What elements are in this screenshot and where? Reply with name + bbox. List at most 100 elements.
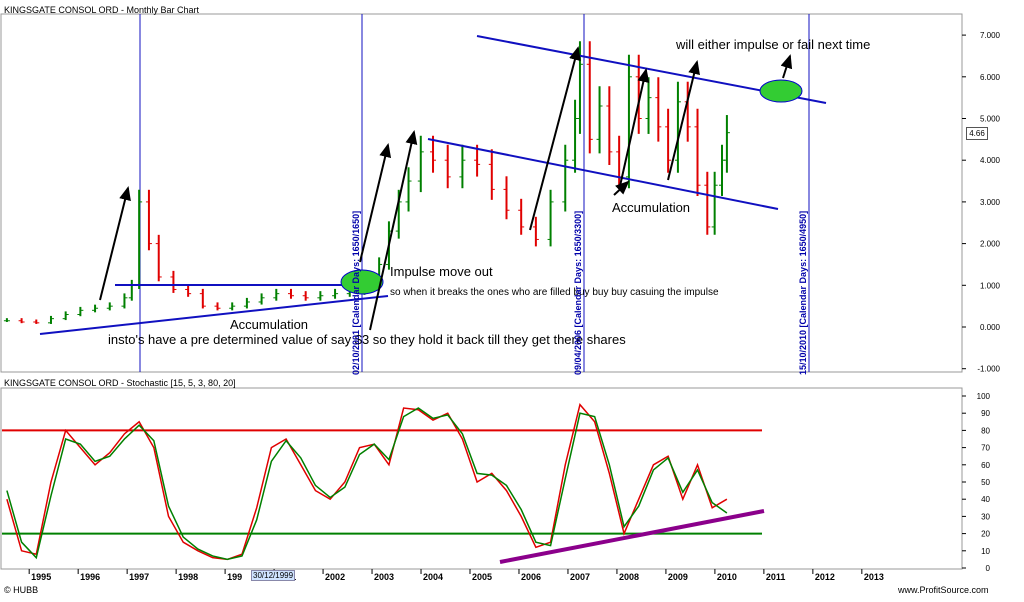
price-bar bbox=[18, 318, 25, 324]
price-y-tick-label: 0.000 bbox=[980, 323, 1001, 332]
price-y-tick-label: 4.000 bbox=[980, 156, 1001, 165]
price-bar bbox=[62, 311, 69, 321]
x-axis-year-label: 2004 bbox=[423, 572, 443, 582]
x-axis-year-label: 2010 bbox=[717, 572, 737, 582]
price-y-tick-label: 2.000 bbox=[980, 240, 1001, 249]
price-y-tick-label: 1.000 bbox=[980, 281, 1001, 290]
price-bar bbox=[332, 288, 339, 299]
x-axis-year-label: 2013 bbox=[864, 572, 884, 582]
annotation-arrow bbox=[529, 46, 581, 231]
price-bar bbox=[243, 297, 250, 309]
price-bar bbox=[674, 81, 681, 173]
price-y-tick-label: 6.000 bbox=[980, 73, 1001, 82]
price-bar bbox=[199, 288, 206, 309]
price-bar bbox=[665, 108, 672, 173]
price-bar bbox=[317, 291, 324, 301]
price-bar bbox=[503, 176, 510, 220]
price-bar bbox=[694, 108, 701, 196]
price-bar bbox=[214, 302, 221, 311]
x-axis-year-label: 2008 bbox=[619, 572, 639, 582]
x-axis-year-label: 2003 bbox=[374, 572, 394, 582]
price-bar bbox=[155, 234, 162, 282]
accumulation-left-annotation: Accumulation bbox=[230, 317, 309, 332]
price-bar bbox=[128, 279, 135, 301]
price-bar bbox=[145, 189, 152, 251]
price-y-tick-label: 5.000 bbox=[980, 115, 1001, 124]
price-bar bbox=[711, 171, 718, 235]
stoch-fast-line bbox=[6, 402, 728, 561]
annotation-arrow bbox=[99, 186, 131, 301]
date-tooltip: 30/12/1999 bbox=[251, 570, 296, 581]
stoch-y-tick-label: 90 bbox=[981, 409, 990, 418]
stoch-support-line bbox=[499, 509, 765, 564]
price-y-tick-label: -1.000 bbox=[977, 365, 1000, 374]
stoch-y-tick-label: 50 bbox=[981, 478, 990, 487]
calendar-label-2010: 15/10/2010 [Calendar Days: 1650/4950] bbox=[798, 210, 808, 375]
price-bar bbox=[704, 171, 711, 235]
annotation-arrow bbox=[613, 180, 630, 196]
price-bar bbox=[121, 293, 128, 309]
impulse-annotation: Impulse move out bbox=[390, 264, 493, 279]
price-bar bbox=[258, 293, 265, 305]
price-bar bbox=[572, 99, 579, 173]
x-axis-year-label: 1996 bbox=[80, 572, 100, 582]
price-bar bbox=[625, 54, 632, 189]
price-y-tick-label: 7.000 bbox=[980, 31, 1001, 40]
price-bar bbox=[287, 288, 294, 299]
price-bar bbox=[562, 144, 569, 212]
current-price-badge: 4.66 bbox=[966, 127, 988, 140]
price-y-tick-label: 3.000 bbox=[980, 198, 1001, 207]
impulse-or-fail-annotation: will either impulse or fail next time bbox=[676, 37, 871, 52]
price-bar bbox=[136, 189, 143, 290]
price-bar bbox=[518, 198, 525, 235]
price-bar bbox=[719, 144, 725, 196]
price-bar bbox=[47, 315, 54, 324]
x-axis-year-label: 2011 bbox=[766, 572, 786, 582]
price-bar bbox=[229, 302, 236, 311]
price-bar bbox=[106, 302, 113, 311]
x-axis-year-label: 2002 bbox=[325, 572, 345, 582]
target-ellipse bbox=[759, 79, 803, 103]
instos-annotation: insto's have a pre determined value of s… bbox=[108, 332, 626, 347]
x-axis-year-label: 2009 bbox=[668, 572, 688, 582]
price-bar bbox=[586, 41, 593, 154]
x-axis-year-label: 2007 bbox=[570, 572, 590, 582]
price-bar bbox=[273, 288, 280, 301]
annotation-arrow bbox=[667, 60, 700, 181]
x-axis-year-label: 1995 bbox=[31, 572, 51, 582]
x-axis-year-label: 2012 bbox=[815, 572, 835, 582]
stoch-y-tick-label: 60 bbox=[981, 461, 990, 470]
accumulation-right-annotation: Accumulation bbox=[612, 200, 691, 215]
price-bar bbox=[459, 144, 466, 189]
annotation-arrow bbox=[359, 143, 392, 263]
stoch-slow-line bbox=[6, 407, 728, 561]
footer-credit: © HUBB bbox=[4, 585, 39, 595]
x-axis-year-label: 1997 bbox=[129, 572, 149, 582]
price-bar bbox=[532, 216, 539, 247]
price-bar bbox=[3, 318, 10, 323]
annotation-arrow bbox=[369, 130, 418, 331]
price-bar bbox=[185, 284, 192, 297]
stoch-y-tick-label: 100 bbox=[977, 392, 991, 401]
breakout-ellipse bbox=[340, 269, 384, 295]
breaks-annotation: so when it breaks the ones who are fille… bbox=[390, 287, 719, 298]
price-panel-frame bbox=[0, 13, 963, 373]
price-bar bbox=[547, 189, 554, 247]
x-axis-year-label: 199 bbox=[227, 572, 242, 582]
lower-channel-line bbox=[427, 138, 779, 210]
calendar-label-2006: 09/04/2006 [Calendar Days: 1650/3300] bbox=[573, 210, 583, 375]
price-bar bbox=[606, 86, 613, 165]
price-bar bbox=[92, 304, 99, 313]
price-bar bbox=[645, 77, 652, 134]
stoch-y-tick-label: 70 bbox=[981, 444, 990, 453]
stochastic-title: KINGSGATE CONSOL ORD - Stochastic [15, 5… bbox=[4, 378, 236, 388]
annotation-arrow bbox=[780, 54, 793, 79]
price-bar bbox=[488, 149, 495, 200]
annotation-arrow bbox=[619, 68, 650, 187]
price-bar bbox=[77, 306, 84, 317]
price-bar bbox=[596, 86, 603, 154]
price-bar bbox=[430, 135, 437, 173]
price-bar bbox=[405, 167, 412, 212]
